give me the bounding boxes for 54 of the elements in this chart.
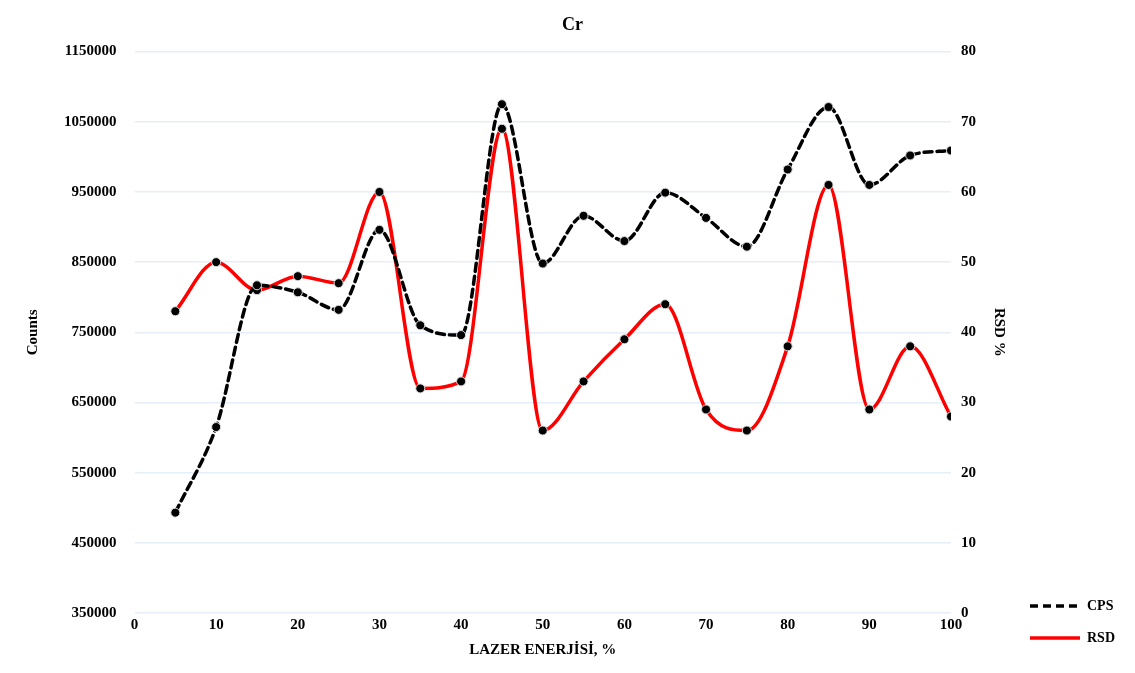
point xyxy=(415,320,426,331)
point xyxy=(701,212,712,223)
legend-label: RSD xyxy=(1086,629,1116,645)
y2-tick-label: 70 xyxy=(960,112,976,129)
x-tick-label: 70 xyxy=(698,615,714,632)
y-tick-label: 950000 xyxy=(71,182,117,199)
x-tick-label: 40 xyxy=(453,615,469,632)
x-axis-title: LAZER ENERJİSİ, % xyxy=(469,640,617,657)
point xyxy=(823,102,834,113)
x-tick-label: 50 xyxy=(535,615,551,632)
x-tick-label: 0 xyxy=(130,615,139,632)
y-tick-label: 850000 xyxy=(71,253,117,269)
legend-label: CPS xyxy=(1086,597,1114,613)
x-tick-label: 80 xyxy=(780,615,796,632)
y-tick-label: 550000 xyxy=(71,463,117,480)
y2-tick-label: 0 xyxy=(960,603,969,620)
point xyxy=(537,258,548,269)
point xyxy=(170,507,181,518)
point xyxy=(211,422,222,433)
y2-tick-label: 30 xyxy=(960,393,976,410)
x-tick-label: 100 xyxy=(939,615,963,632)
y2-tick-label: 40 xyxy=(960,323,976,340)
point xyxy=(660,187,671,198)
y2-tick-label: 60 xyxy=(960,182,976,199)
y-tick-label: 750000 xyxy=(71,323,117,340)
y2-tick-label: 80 xyxy=(960,42,976,59)
point xyxy=(782,164,793,175)
x-tick-label: 10 xyxy=(208,615,224,632)
y-tick-label: 1150000 xyxy=(64,42,117,59)
point xyxy=(333,304,344,315)
y-axis-title: Counts xyxy=(23,309,40,356)
y2-tick-label: 20 xyxy=(960,463,976,480)
y2-tick-label: 10 xyxy=(960,533,976,550)
y-tick-label: 350000 xyxy=(71,603,117,620)
x-tick-label: 90 xyxy=(861,615,877,632)
y2-tick-label: 50 xyxy=(960,253,976,269)
point xyxy=(905,150,916,161)
chart-title: Cr xyxy=(562,14,583,35)
point xyxy=(496,99,507,110)
point xyxy=(292,287,303,298)
y2-axis-title: RSD % xyxy=(992,307,1009,357)
y-tick-label: 1050000 xyxy=(64,112,117,129)
point xyxy=(456,330,467,341)
point xyxy=(374,224,385,235)
x-tick-label: 30 xyxy=(371,615,387,632)
point xyxy=(619,236,630,247)
y-tick-label: 450000 xyxy=(71,533,117,550)
x-tick-label: 20 xyxy=(290,615,306,632)
x-tick-label: 60 xyxy=(616,615,632,632)
point xyxy=(578,210,589,221)
point xyxy=(251,280,262,291)
point xyxy=(864,179,875,190)
y-tick-label: 650000 xyxy=(71,393,117,410)
point xyxy=(741,241,752,252)
